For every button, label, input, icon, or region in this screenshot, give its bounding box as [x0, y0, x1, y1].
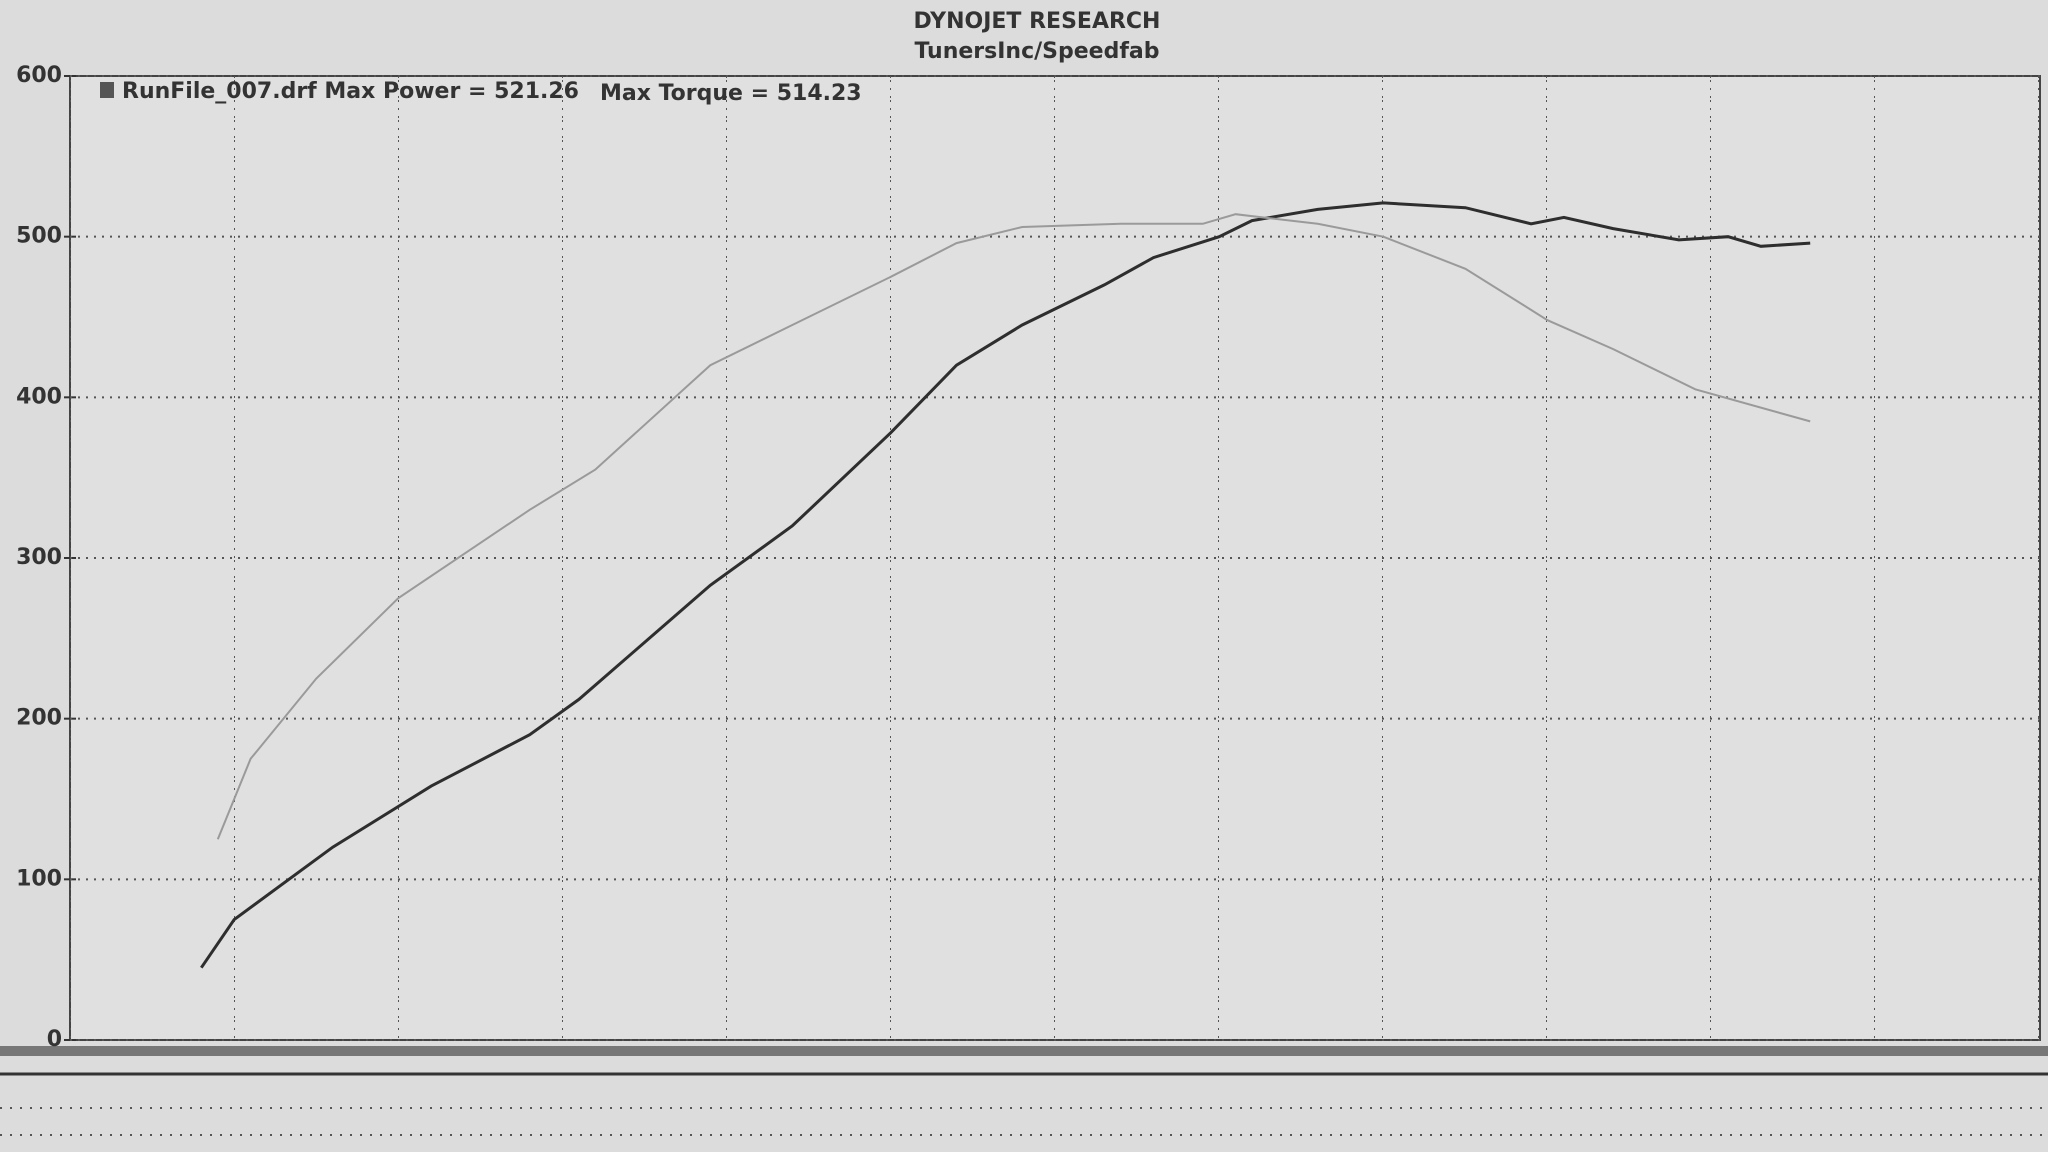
legend-text: Max Torque = 514.23	[600, 81, 862, 106]
separator	[0, 1046, 2048, 1056]
y-tick-label: 600	[16, 63, 62, 88]
y-tick-label: 200	[16, 706, 62, 731]
legend-text: RunFile_007.drf Max Power = 521.26	[122, 79, 579, 104]
chart-title: DYNOJET RESEARCH	[914, 9, 1161, 34]
chart-subtitle: TunersInc/Speedfab	[914, 39, 1159, 64]
data-line	[200, 201, 1811, 969]
data-line	[216, 213, 1811, 840]
legend-icon	[100, 82, 114, 98]
y-tick-label: 400	[16, 384, 62, 409]
y-tick-label: 100	[16, 866, 62, 891]
y-tick-label: 500	[16, 224, 62, 249]
y-tick-label: 300	[16, 545, 62, 570]
y-tick-label: 0	[47, 1027, 62, 1052]
